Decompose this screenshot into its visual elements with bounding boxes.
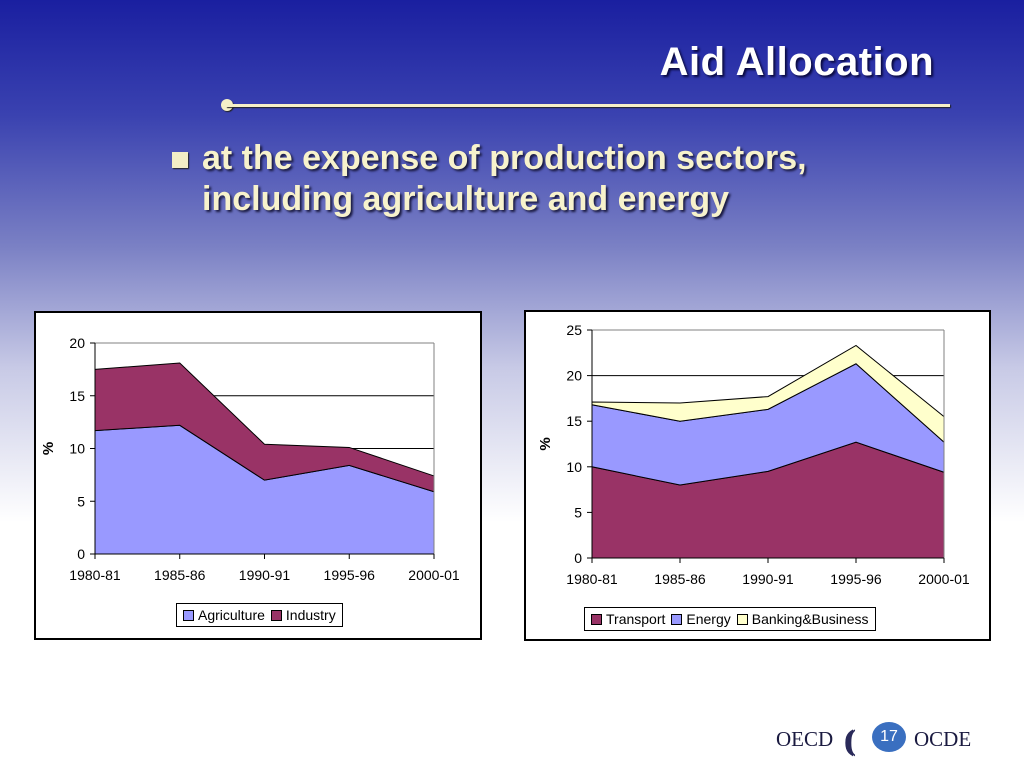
legend-swatch: [671, 613, 683, 625]
chart-2-y-tick-label-5: 25: [566, 322, 582, 338]
legend-label: Energy: [686, 611, 731, 627]
chart-1-legend-item-agriculture: Agriculture: [183, 607, 265, 623]
chart-1-x-tick-label-1: 1985-86: [154, 567, 206, 583]
chart-2-x-tick-label-4: 2000-01: [918, 571, 970, 587]
chart-1-y-axis-title: %: [40, 442, 57, 455]
chart-2-x-tick-label-1: 1985-86: [654, 571, 706, 587]
chart-1-y-tick-label-2: 10: [69, 441, 85, 457]
chart-2-legend-item-transport: Transport: [591, 611, 665, 627]
chart-2-x-tick-label-3: 1995-96: [830, 571, 882, 587]
legend-swatch: [591, 613, 602, 625]
chart-agriculture-industry: 0 5 10 15 20 1980-81 1985-86 1990-91 1995-96 2000…: [34, 311, 482, 640]
bullet-marker-icon: [172, 152, 188, 168]
chart-2-legend: Transport Energy Banking&Business: [584, 607, 876, 631]
chart-2-y-tick-label-2: 10: [566, 459, 582, 475]
chart-2-y-tick-label-4: 20: [566, 368, 582, 384]
chart-1-x-tick-label-0: 1980-81: [69, 567, 121, 583]
chart-2-plot: 0 5 10 15 20 25 1980-81 1985-86 1990-91 1995-96 20…: [537, 322, 970, 587]
chart-transport-energy-banking: 0 5 10 15 20 25 1980-81 1985-86 1990-91 1995-96 20…: [524, 310, 991, 641]
oecd-logo: OECD (( OCDE: [776, 724, 986, 757]
chart-2-y-tick-label-3: 15: [566, 413, 582, 429]
chart-2-legend-item-banking-business: Banking&Business: [736, 611, 869, 627]
chart-1-x-tick-label-2: 1990-91: [239, 567, 291, 583]
legend-label: Industry: [285, 607, 336, 623]
chart-2-x-tick-label-2: 1990-91: [742, 571, 794, 587]
chart-1-y-tick-label-4: 20: [69, 335, 85, 351]
oecd-logo-text: OECD: [776, 727, 834, 751]
legend-swatch: [270, 609, 282, 621]
legend-swatch: [736, 613, 748, 625]
bullet-text: at the expense of production sectors, in…: [202, 139, 807, 218]
chart-2-y-tick-label-1: 5: [574, 504, 582, 520]
legend-label: Transport: [606, 611, 666, 627]
page-number: 17: [872, 722, 906, 752]
title-rule: [226, 104, 950, 107]
chart-1-plot: 0 5 10 15 20 1980-81 1985-86 1990-91 1995-96 2000…: [40, 335, 460, 583]
chart-1-x-tick-label-4: 2000-01: [408, 567, 460, 583]
ocde-logo-text: OCDE: [914, 727, 972, 751]
legend-label: Agriculture: [198, 607, 265, 623]
chart-1-y-tick-label-1: 5: [77, 493, 85, 509]
chart-1-legend-item-industry: Industry: [270, 607, 336, 623]
chart-1-y-tick-label-3: 15: [69, 388, 85, 404]
chart-2-y-axis-title: %: [537, 437, 554, 450]
chart-1-x-tick-label-3: 1995-96: [324, 567, 376, 583]
chart-2-y-tick-label-0: 0: [574, 550, 582, 566]
slide-title: Aid Allocation: [659, 40, 934, 84]
oecd-logo-mark-icon: ((: [844, 724, 856, 757]
chart-2-legend-item-energy: Energy: [671, 611, 731, 627]
legend-label: Banking&Business: [751, 611, 869, 627]
legend-swatch: [183, 609, 194, 621]
chart-1-y-tick-label-0: 0: [77, 546, 85, 562]
chart-1-legend: Agriculture Industry: [176, 603, 343, 627]
chart-2-x-tick-label-0: 1980-81: [566, 571, 618, 587]
